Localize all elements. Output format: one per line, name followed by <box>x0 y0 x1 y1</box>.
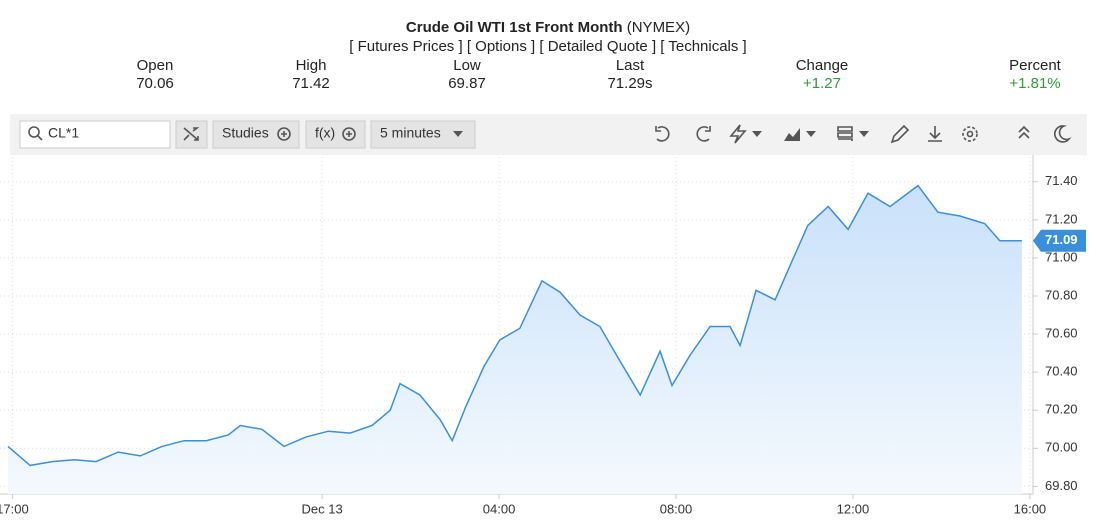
stat-label: High <box>296 57 327 74</box>
toolbar <box>10 114 1087 155</box>
last-price-tag <box>1033 229 1086 252</box>
stat-value: 69.87 <box>448 75 486 92</box>
plus-icon <box>342 127 356 141</box>
link[interactable]: [ Technicals ] <box>660 38 746 55</box>
y-tick-label: 71.00 <box>1045 249 1078 264</box>
shuffle-icon <box>183 127 200 141</box>
y-tick-label: 69.80 <box>1045 478 1078 493</box>
settings-icon[interactable] <box>962 126 978 142</box>
last-price-label: 71.09 <box>1045 232 1078 247</box>
plus-icon <box>277 127 291 141</box>
y-tick-label: 70.00 <box>1045 440 1078 455</box>
layout-icon[interactable] <box>837 126 853 141</box>
x-tick-label: 17:00 <box>0 501 29 516</box>
y-tick-label: 70.20 <box>1045 402 1078 417</box>
price-line <box>7 184 1022 467</box>
dropdown-icon <box>859 131 869 137</box>
stat-value: +1.81% <box>1009 75 1060 92</box>
stat-label: Open <box>137 57 174 74</box>
flash-icon[interactable] <box>729 124 747 144</box>
x-tick-label: Dec 13 <box>301 501 342 516</box>
draw-icon[interactable] <box>890 124 910 144</box>
stat-label: Change <box>796 57 849 74</box>
interval: 5 minutes <box>380 125 441 141</box>
link[interactable]: [ Futures Prices ] <box>349 38 462 55</box>
plot: 69.80 70.00 70.20 70.40 70.60 70.80 71.00 71.20… <box>0 155 1086 516</box>
studies: Studies <box>222 125 269 141</box>
links: [ Futures Prices ] [ Options ] [ Detaile… <box>349 38 746 55</box>
link[interactable]: [ Detailed Quote ] <box>539 38 656 55</box>
dropdown-icon <box>453 131 463 137</box>
y-tick-label: 71.40 <box>1045 173 1078 188</box>
y-tick-label: 70.60 <box>1045 326 1078 341</box>
toolbar-icons <box>655 124 1072 144</box>
settings-icon <box>966 130 974 138</box>
undo-icon[interactable] <box>655 126 670 142</box>
theme-icon[interactable] <box>1054 125 1072 143</box>
symbol-input[interactable] <box>19 120 171 149</box>
stat-value: 71.42 <box>292 75 330 92</box>
x-tick-label: 04:00 <box>483 501 516 516</box>
download-icon[interactable] <box>928 126 942 142</box>
title-line: Crude Oil WTI 1st Front Month (NYMEX) <box>406 19 690 36</box>
x-tick-label: 16:00 <box>1014 501 1047 516</box>
stat-value: 71.29s <box>607 75 652 92</box>
x-tick-label: 12:00 <box>837 501 870 516</box>
chart-type-icon[interactable] <box>784 128 800 141</box>
fx: f(x) <box>315 125 335 141</box>
y-tick-label: 70.80 <box>1045 287 1078 302</box>
stat-label: Percent <box>1009 57 1062 74</box>
stat-label: Last <box>616 57 645 74</box>
dropdown-icon <box>752 131 762 137</box>
area <box>8 185 1022 494</box>
title: Crude Oil WTI 1st Front Month <box>406 19 623 36</box>
dropdown-icon <box>806 131 816 137</box>
stat-value: 70.06 <box>136 75 174 92</box>
plus-icon <box>346 131 352 137</box>
collapse-icon[interactable] <box>1018 125 1030 139</box>
stat-label: Low <box>453 57 481 74</box>
search-icon <box>37 135 43 141</box>
link[interactable]: [ Options ] <box>467 38 535 55</box>
stat-value: +1.27 <box>803 75 841 92</box>
x-tick-label: 08:00 <box>660 501 693 516</box>
exchange: (NYMEX) <box>627 19 690 36</box>
y-tick-label: 70.40 <box>1045 364 1078 379</box>
symbol: CL*1 <box>48 125 79 141</box>
search-icon <box>28 126 40 138</box>
y-tick-label: 71.20 <box>1045 211 1078 226</box>
plus-icon <box>281 131 287 137</box>
redo-icon[interactable] <box>696 126 711 142</box>
